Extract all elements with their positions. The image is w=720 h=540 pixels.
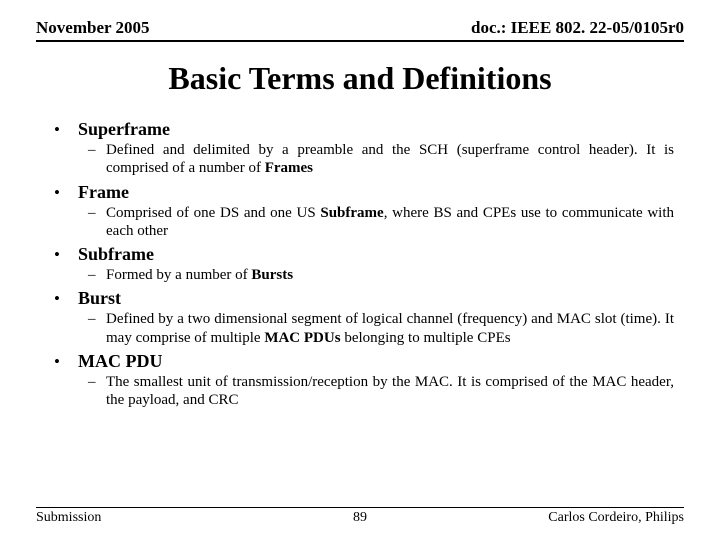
definition-item: • Superframe – Defined and delimited by … <box>54 119 674 178</box>
term-label: MAC PDU <box>78 351 162 372</box>
header-doc-id: doc.: IEEE 802. 22-05/0105r0 <box>471 18 684 38</box>
slide-header: November 2005 doc.: IEEE 802. 22-05/0105… <box>36 18 684 42</box>
footer-page-number: 89 <box>36 510 684 526</box>
term-description: The smallest unit of transmission/recept… <box>106 373 674 410</box>
definition-item: • MAC PDU – The smallest unit of transmi… <box>54 351 674 410</box>
term-label: Burst <box>78 288 121 309</box>
definition-item: • Subframe – Formed by a number of Burst… <box>54 244 674 284</box>
bullet-icon: • <box>54 352 78 372</box>
term-label: Frame <box>78 182 129 203</box>
term-description: Formed by a number of Bursts <box>106 266 293 284</box>
definition-item: • Burst – Defined by a two dimensional s… <box>54 288 674 347</box>
dash-icon: – <box>88 142 106 159</box>
bullet-icon: • <box>54 183 78 203</box>
term-description: Defined and delimited by a preamble and … <box>106 141 674 178</box>
dash-icon: – <box>88 311 106 328</box>
slide-title: Basic Terms and Definitions <box>36 60 684 97</box>
bullet-icon: • <box>54 289 78 309</box>
dash-icon: – <box>88 374 106 391</box>
header-date: November 2005 <box>36 18 149 38</box>
slide-footer: Submission 89 Carlos Cordeiro, Philips <box>36 507 684 526</box>
footer-rule <box>36 507 684 508</box>
term-label: Superframe <box>78 119 170 140</box>
term-description: Defined by a two dimensional segment of … <box>106 310 674 347</box>
dash-icon: – <box>88 205 106 222</box>
term-description: Comprised of one DS and one US Subframe,… <box>106 204 674 241</box>
bullet-icon: • <box>54 120 78 140</box>
definition-item: • Frame – Comprised of one DS and one US… <box>54 182 674 241</box>
term-label: Subframe <box>78 244 154 265</box>
dash-icon: – <box>88 267 106 284</box>
bullet-icon: • <box>54 245 78 265</box>
slide-content: • Superframe – Defined and delimited by … <box>36 119 684 410</box>
